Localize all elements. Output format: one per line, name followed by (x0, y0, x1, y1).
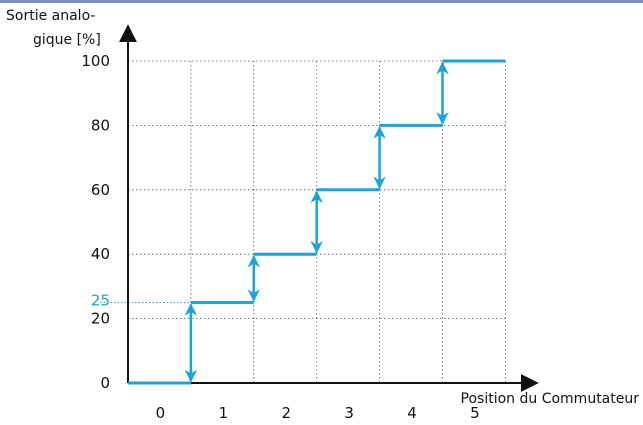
y-tick-label: 100 (81, 52, 110, 70)
y-tick-label: 0 (100, 374, 110, 392)
axes (119, 24, 539, 392)
y-tick-label-highlight: 25 (91, 292, 110, 310)
x-tick-label: 4 (407, 404, 417, 422)
series-step-line (128, 59, 506, 385)
top-rule (0, 0, 643, 3)
x-tick-label: 5 (470, 404, 480, 422)
x-axis-label: Position du Commutateur (461, 391, 640, 407)
y-tick-label: 80 (91, 116, 110, 134)
y-tick-label: 60 (91, 181, 110, 199)
tick-labels: 0 20 40 60 80 100 25 0 1 2 3 4 5 (81, 52, 479, 422)
x-tick-label: 2 (281, 404, 291, 422)
x-tick-label: 0 (156, 404, 166, 422)
y-axis-label-line1: Sortie analo- (6, 8, 95, 24)
y-tick-label: 40 (91, 245, 110, 263)
y-tick-label: 20 (91, 310, 110, 328)
x-tick-label: 3 (344, 404, 354, 422)
x-tick-label: 1 (219, 404, 229, 422)
y-axis-label-line2: gique [%] (33, 32, 101, 48)
grid-lines (100, 60, 506, 383)
